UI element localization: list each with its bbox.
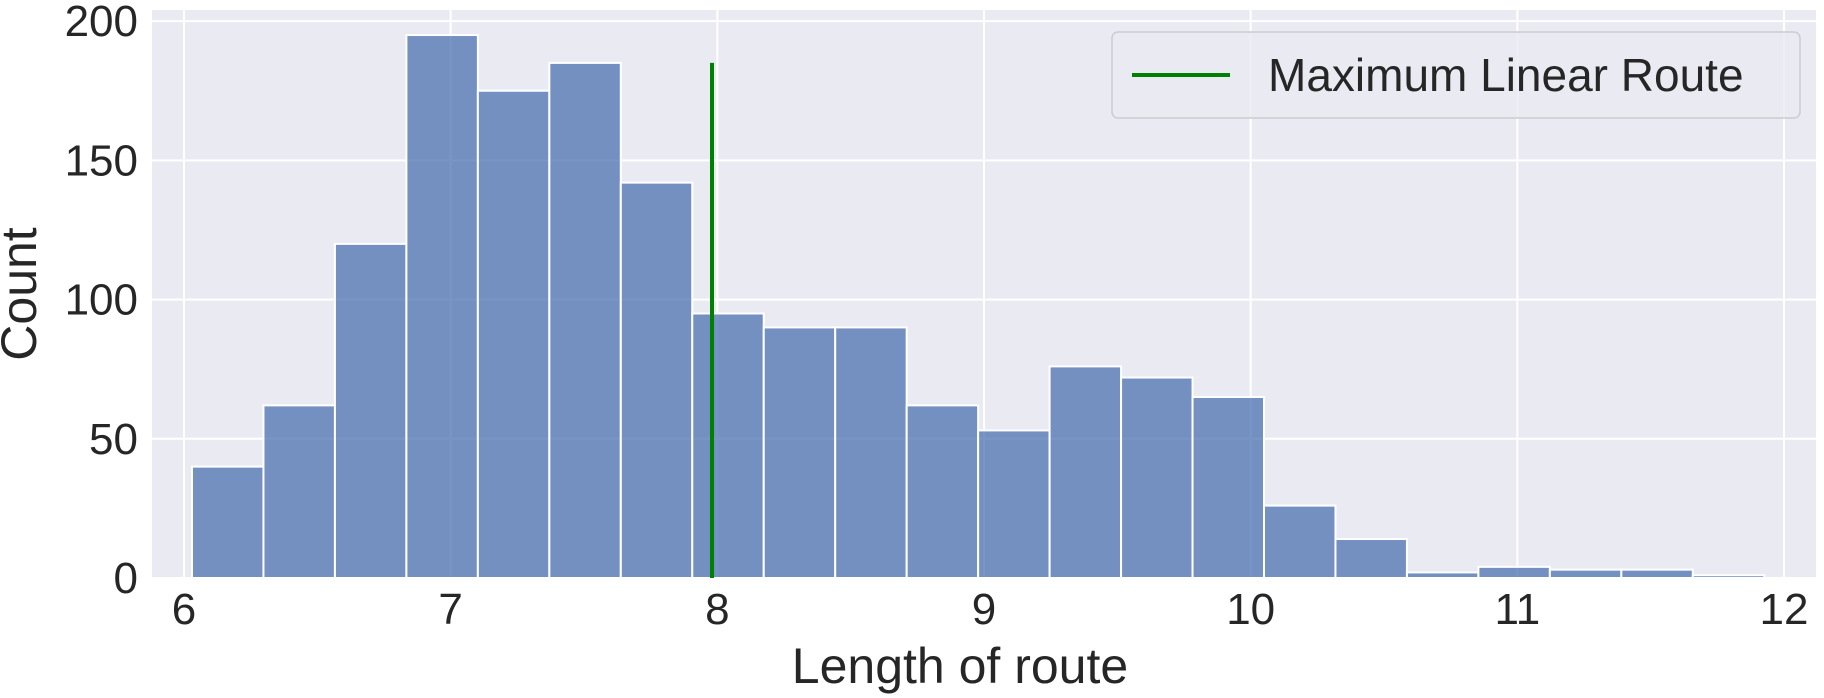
histogram-bar [262, 404, 336, 580]
x-axis-ticks: 6 7 8 9 10 11 12 [172, 585, 1809, 634]
histogram-bar [191, 465, 265, 579]
x-tick-label: 9 [972, 585, 996, 634]
histogram-bar [834, 326, 908, 580]
histogram-bar [1191, 396, 1265, 580]
histogram-bar [1691, 574, 1766, 580]
histogram-bars [191, 34, 1766, 580]
histogram-bar [1334, 538, 1408, 579]
y-axis-ticks: 0 50 100 150 200 [65, 0, 138, 603]
histogram-bar [1477, 565, 1551, 579]
y-tick-label: 150 [65, 136, 138, 185]
x-tick-label: 10 [1226, 585, 1275, 634]
legend-entry: Maximum Linear Route [1268, 49, 1744, 101]
x-tick-label: 12 [1760, 585, 1809, 634]
y-tick-label: 0 [114, 554, 138, 603]
y-tick-label: 50 [89, 415, 138, 464]
y-tick-label: 200 [65, 0, 138, 46]
y-axis-label: Count [0, 227, 47, 361]
histogram-bar [333, 242, 408, 579]
y-tick-label: 100 [65, 276, 138, 325]
histogram-bar [1620, 568, 1694, 579]
histogram-bar [762, 326, 837, 580]
x-axis-label: Length of route [792, 638, 1128, 694]
histogram-bar [905, 404, 980, 580]
histogram-bar [476, 89, 551, 580]
histogram-bar [691, 312, 765, 579]
histogram-bar [1120, 376, 1194, 579]
legend: Maximum Linear Route [1111, 31, 1801, 119]
legend-box [1111, 31, 1801, 119]
x-tick-label: 11 [1494, 585, 1540, 634]
histogram-bar [619, 181, 694, 580]
x-tick-label: 6 [172, 585, 196, 634]
histogram-bar [1548, 568, 1623, 579]
histogram-bar [548, 61, 622, 579]
histogram-bar [977, 429, 1051, 579]
histogram-bar [1263, 504, 1337, 580]
histogram-bar [1048, 365, 1123, 579]
x-tick-label: 7 [438, 585, 462, 634]
x-tick-label: 8 [705, 585, 729, 634]
histogram-bar [405, 34, 479, 579]
histogram-bar [1405, 571, 1480, 580]
